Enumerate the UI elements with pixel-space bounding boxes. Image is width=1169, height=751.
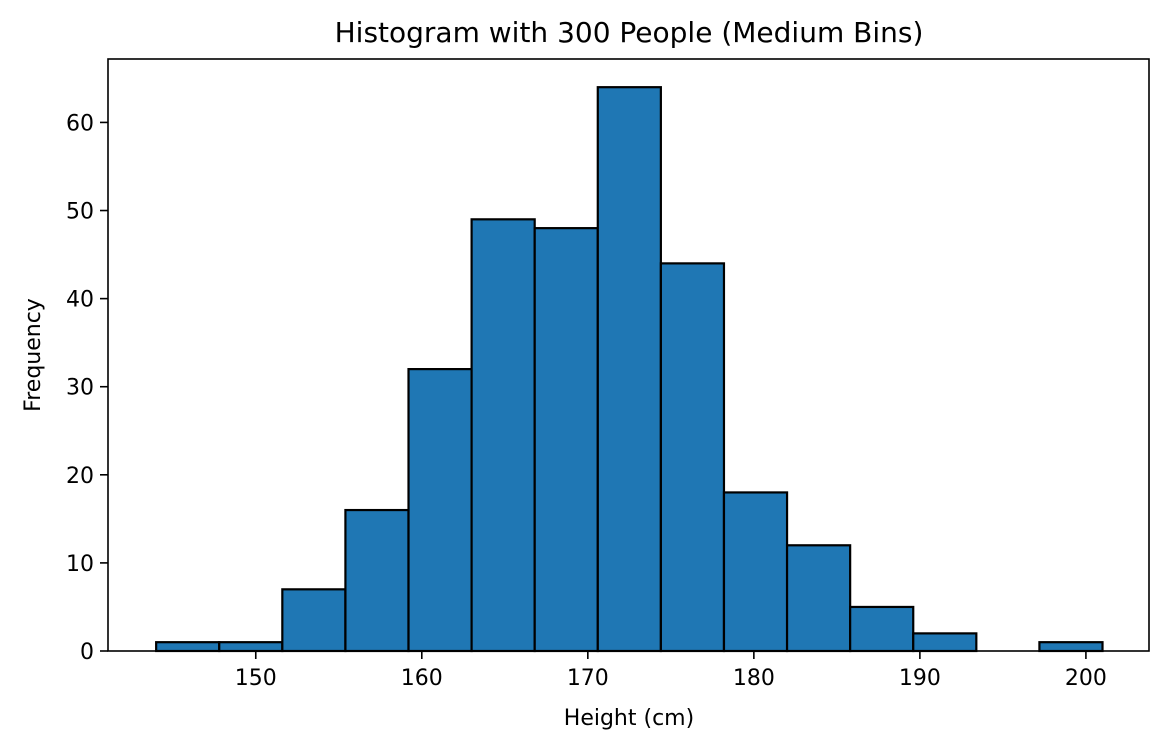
x-axis-label: Height (cm) <box>564 706 694 731</box>
y-tick-label: 50 <box>66 200 94 225</box>
histogram-bar <box>344 508 410 653</box>
y-tick-label: 30 <box>66 376 94 401</box>
y-tick-label: 20 <box>66 464 94 489</box>
histogram-bars <box>155 86 1104 653</box>
x-tick-label: 170 <box>567 666 609 691</box>
histogram-bar <box>659 262 726 653</box>
histogram-bar <box>785 544 852 653</box>
x-tick-label: 180 <box>733 666 775 691</box>
y-axis-label: Frequency <box>21 298 46 412</box>
histogram-bar <box>1038 641 1104 653</box>
y-tick-label: 10 <box>66 552 94 577</box>
y-tick-label: 40 <box>66 288 94 313</box>
histogram-bar <box>407 368 473 653</box>
x-tick-label: 160 <box>401 666 443 691</box>
chart-title: Histogram with 300 People (Medium Bins) <box>335 16 924 49</box>
y-tick-label: 60 <box>66 111 94 136</box>
x-tick-label: 150 <box>235 666 277 691</box>
histogram-bar <box>722 491 789 653</box>
plot-area-frame <box>107 58 1150 652</box>
x-tick-label: 190 <box>899 666 941 691</box>
y-axis-ticks: 0 10 20 30 40 50 60 <box>66 111 108 665</box>
histogram-bar <box>849 605 915 653</box>
histogram-bar <box>470 218 536 653</box>
histogram-bar <box>533 227 599 653</box>
y-tick-label: 0 <box>80 640 94 665</box>
histogram-bar <box>912 632 978 653</box>
histogram-bar <box>155 641 221 653</box>
x-axis-ticks: 150 160 170 180 190 200 <box>235 651 1107 691</box>
histogram-bar <box>218 641 284 653</box>
histogram-bar <box>281 588 347 653</box>
x-tick-label: 200 <box>1065 666 1107 691</box>
histogram-bar <box>596 86 662 653</box>
